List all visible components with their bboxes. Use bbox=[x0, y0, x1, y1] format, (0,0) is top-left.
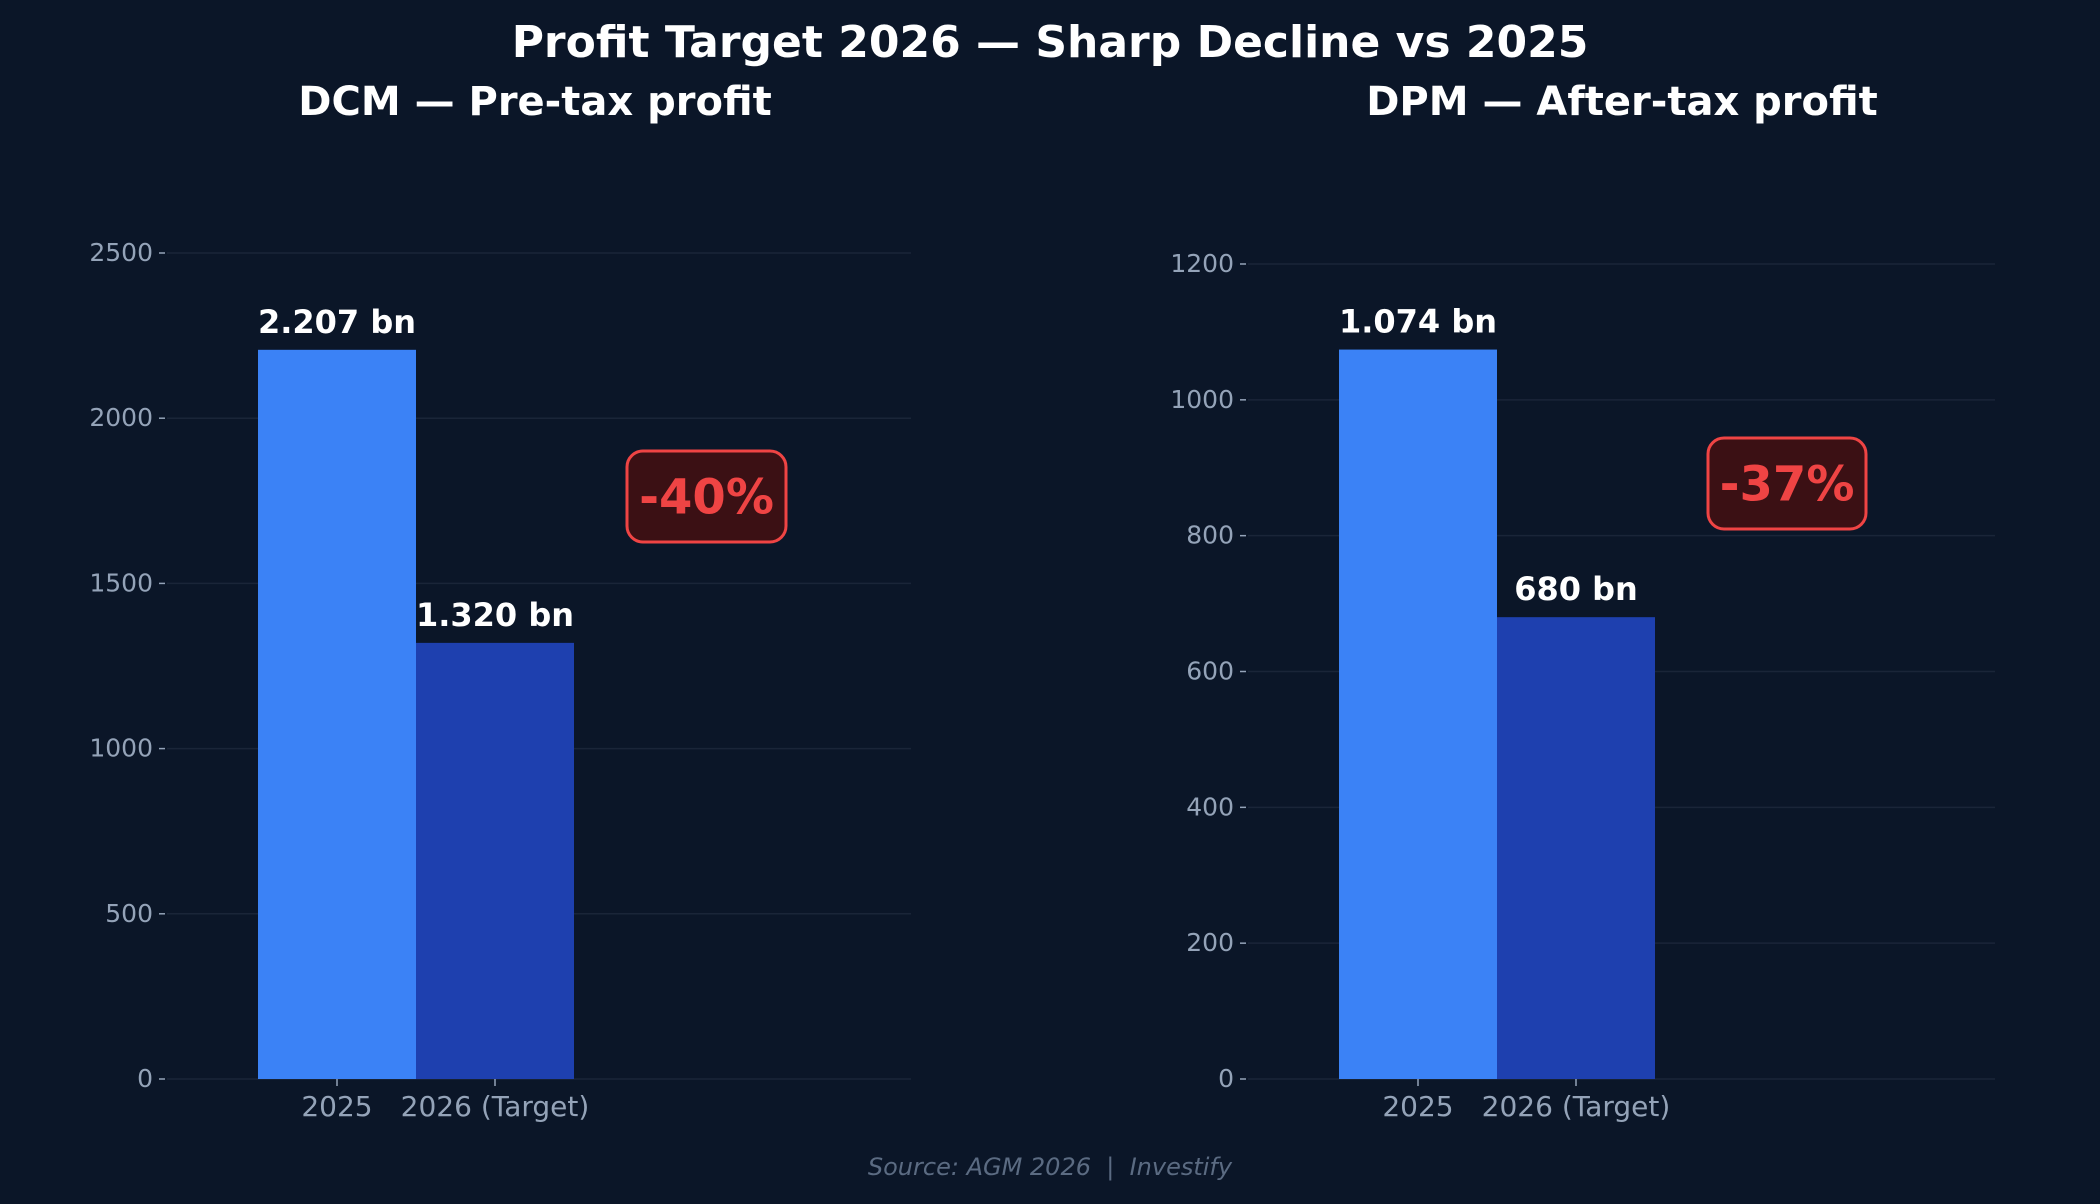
y-tick-label: 1000 bbox=[1170, 385, 1234, 414]
x-tick-label: 2026 (Target) bbox=[401, 1090, 590, 1123]
y-tick-label: 0 bbox=[1218, 1064, 1234, 1093]
data-label: 2.207 bn bbox=[258, 303, 416, 341]
y-tick-label: 500 bbox=[105, 899, 153, 928]
change-badge-text: -37% bbox=[1720, 457, 1855, 513]
x-tick-label: 2026 (Target) bbox=[1482, 1090, 1671, 1123]
change-badge bbox=[1706, 436, 1868, 531]
change-badge bbox=[625, 449, 788, 544]
figure-title: Profit Target 2026 — Sharp Decline vs 20… bbox=[512, 17, 1589, 68]
y-tick-label: 1200 bbox=[1170, 249, 1234, 278]
source-note: Source: AGM 2026 | Investify bbox=[868, 1153, 1233, 1181]
bar-2026-target- bbox=[416, 642, 574, 1079]
bar-2025 bbox=[1339, 349, 1497, 1079]
panel-title: DCM — Pre-tax profit bbox=[298, 79, 771, 125]
y-tick-label: 2500 bbox=[89, 238, 153, 267]
data-label: 1.074 bn bbox=[1339, 303, 1497, 341]
change-badge-text: -40% bbox=[639, 470, 774, 526]
bar-2026-target- bbox=[1497, 617, 1655, 1079]
y-tick-label: 0 bbox=[137, 1064, 153, 1093]
data-label: 1.320 bn bbox=[416, 596, 574, 634]
x-tick-label: 2025 bbox=[1382, 1090, 1453, 1123]
y-tick-label: 400 bbox=[1186, 792, 1234, 821]
y-tick-label: 600 bbox=[1186, 657, 1234, 686]
y-tick-label: 1000 bbox=[89, 734, 153, 763]
y-tick-label: 2000 bbox=[89, 403, 153, 432]
x-tick-label: 2025 bbox=[301, 1090, 372, 1123]
bar-2025 bbox=[258, 349, 416, 1079]
data-label: 680 bn bbox=[1514, 570, 1638, 608]
y-tick-label: 1500 bbox=[89, 568, 153, 597]
y-tick-label: 200 bbox=[1186, 928, 1234, 957]
chart-panel-2: DPM — After-tax profit 0 200 400 600 800 1000 1… bbox=[1170, 79, 1995, 1123]
y-tick-label: 800 bbox=[1186, 521, 1234, 550]
panel-title: DPM — After-tax profit bbox=[1366, 79, 1878, 125]
chart-panel-1: DCM — Pre-tax profit 0 500 1000 1500 2000 2500… bbox=[89, 79, 911, 1123]
